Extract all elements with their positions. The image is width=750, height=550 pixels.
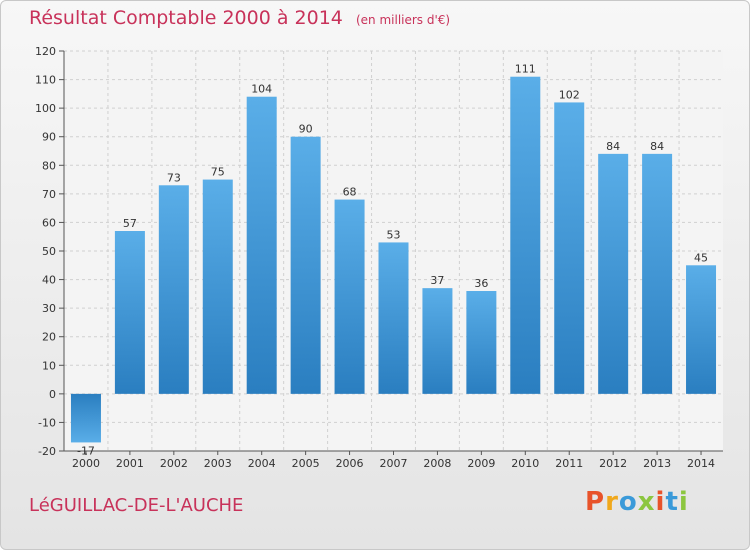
x-tick-label-2004: 2004 — [248, 457, 276, 470]
bar-2000 — [70, 393, 101, 443]
bar-2013 — [642, 153, 673, 394]
x-tick-label-2007: 2007 — [380, 457, 408, 470]
commune-name: LéGUILLAC-DE-L'AUCHE — [29, 495, 244, 516]
brand-letter: i — [655, 487, 666, 517]
x-tick-label-2000: 2000 — [72, 457, 100, 470]
bar-2012 — [598, 153, 629, 394]
bar-2014 — [686, 265, 717, 394]
value-label-2008: 37 — [430, 274, 444, 287]
bar-2004 — [246, 96, 277, 394]
y-tick-label: 120 — [35, 45, 56, 58]
value-label-2009: 36 — [474, 277, 488, 290]
x-tick-label-2006: 2006 — [336, 457, 364, 470]
chart-title: Résultat Comptable 2000 à 2014 — [29, 7, 343, 29]
bar-2002 — [158, 185, 189, 394]
y-tick-label: 60 — [42, 216, 56, 229]
chart-unit: (en milliers d'€) — [355, 13, 451, 27]
value-label-2013: 84 — [650, 140, 664, 153]
label-layer: -17 57 73 75 104 90 68 53 37 36 111 102 84 84 45 — [77, 63, 708, 458]
bar-2009 — [466, 291, 497, 394]
value-label-2000: -17 — [77, 444, 95, 457]
value-label-2002: 73 — [167, 171, 181, 184]
x-tick-label-2008: 2008 — [423, 457, 451, 470]
y-tick-label: 50 — [42, 245, 56, 258]
x-tick-label-2012: 2012 — [599, 457, 627, 470]
y-tick-label: 20 — [42, 331, 56, 344]
y-tick-label: 80 — [42, 159, 56, 172]
value-label-2012: 84 — [606, 140, 620, 153]
x-tick-label-2003: 2003 — [204, 457, 232, 470]
x-tick-label-2001: 2001 — [116, 457, 144, 470]
brand-letter: o — [618, 487, 638, 517]
brand-logo: Proxiti — [585, 487, 689, 517]
bar-2008 — [422, 288, 453, 394]
x-tick-label-2010: 2010 — [511, 457, 539, 470]
value-label-2011: 102 — [559, 88, 580, 101]
x-tick-label-2013: 2013 — [643, 457, 671, 470]
bar-layer — [70, 76, 717, 443]
y-tick-label: 10 — [42, 359, 56, 372]
value-label-2007: 53 — [387, 228, 401, 241]
x-tick-label-2009: 2009 — [467, 457, 495, 470]
bar-2001 — [114, 231, 145, 394]
x-tick-label-2014: 2014 — [687, 457, 715, 470]
y-tick-label: 110 — [35, 74, 56, 87]
value-label-2006: 68 — [343, 186, 357, 199]
x-tick-label-2002: 2002 — [160, 457, 188, 470]
y-tick-label: 30 — [42, 302, 56, 315]
bar-2007 — [378, 242, 409, 394]
bar-2010 — [510, 76, 541, 394]
brand-letter: x — [637, 487, 656, 517]
value-label-2010: 111 — [515, 63, 536, 76]
y-tick-label: -20 — [38, 445, 56, 458]
bar-2003 — [202, 179, 233, 394]
bar-2006 — [334, 199, 365, 394]
y-tick-label: 90 — [42, 131, 56, 144]
x-tick-label-2011: 2011 — [555, 457, 583, 470]
value-label-2004: 104 — [251, 83, 272, 96]
bar-2005 — [290, 136, 321, 394]
value-label-2005: 90 — [299, 123, 313, 136]
value-label-2014: 45 — [694, 251, 708, 264]
x-tick-label-2005: 2005 — [292, 457, 320, 470]
bar-2011 — [554, 102, 585, 394]
brand-letter: r — [605, 487, 619, 517]
brand-letter: t — [665, 487, 679, 517]
brand-letter: i — [678, 487, 689, 517]
y-tick-label: -10 — [38, 416, 56, 429]
brand-letter: P — [585, 487, 606, 517]
axis-layer: -20 -10 0 10 20 30 40 50 60 70 80 90 100 110 120 2000 20… — [35, 45, 723, 470]
y-tick-label: 100 — [35, 102, 56, 115]
chart-header: Résultat Comptable 2000 à 2014 (en milli… — [29, 7, 450, 29]
y-tick-label: 70 — [42, 188, 56, 201]
value-label-2003: 75 — [211, 166, 225, 179]
y-tick-label: 40 — [42, 274, 56, 287]
value-label-2001: 57 — [123, 217, 137, 230]
y-tick-label: 0 — [49, 388, 56, 401]
